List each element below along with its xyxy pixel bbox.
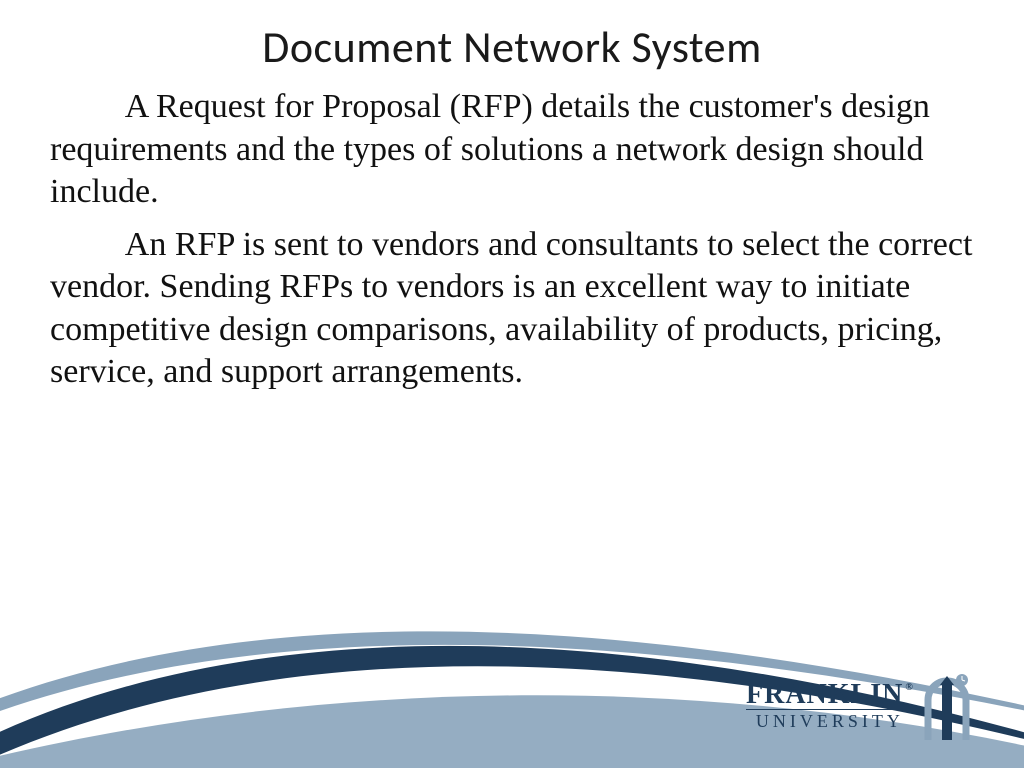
logo-mark-icon [924, 670, 970, 740]
logo-franklin: FRANKLIN [746, 681, 903, 709]
slide-title: Document Network System [0, 20, 1024, 74]
logo-tower [942, 685, 952, 740]
paragraph-2-text: An RFP is sent to vendors and consultant… [50, 226, 972, 391]
logo-top-line: FRANKLIN ® [746, 681, 914, 709]
logo-text: FRANKLIN ® UNIVERSITY [746, 681, 914, 730]
paragraph-2: An RFP is sent to vendors and consultant… [50, 224, 974, 394]
paragraph-1-text: A Request for Proposal (RFP) details the… [50, 88, 930, 210]
logo-bottom-line: UNIVERSITY [746, 709, 914, 730]
registered-icon: ® [905, 683, 913, 693]
slide: Document Network System A Request for Pr… [0, 0, 1024, 768]
franklin-logo: FRANKLIN ® UNIVERSITY [746, 660, 996, 750]
slide-body: A Request for Proposal (RFP) details the… [50, 86, 974, 404]
paragraph-1: A Request for Proposal (RFP) details the… [50, 86, 974, 214]
